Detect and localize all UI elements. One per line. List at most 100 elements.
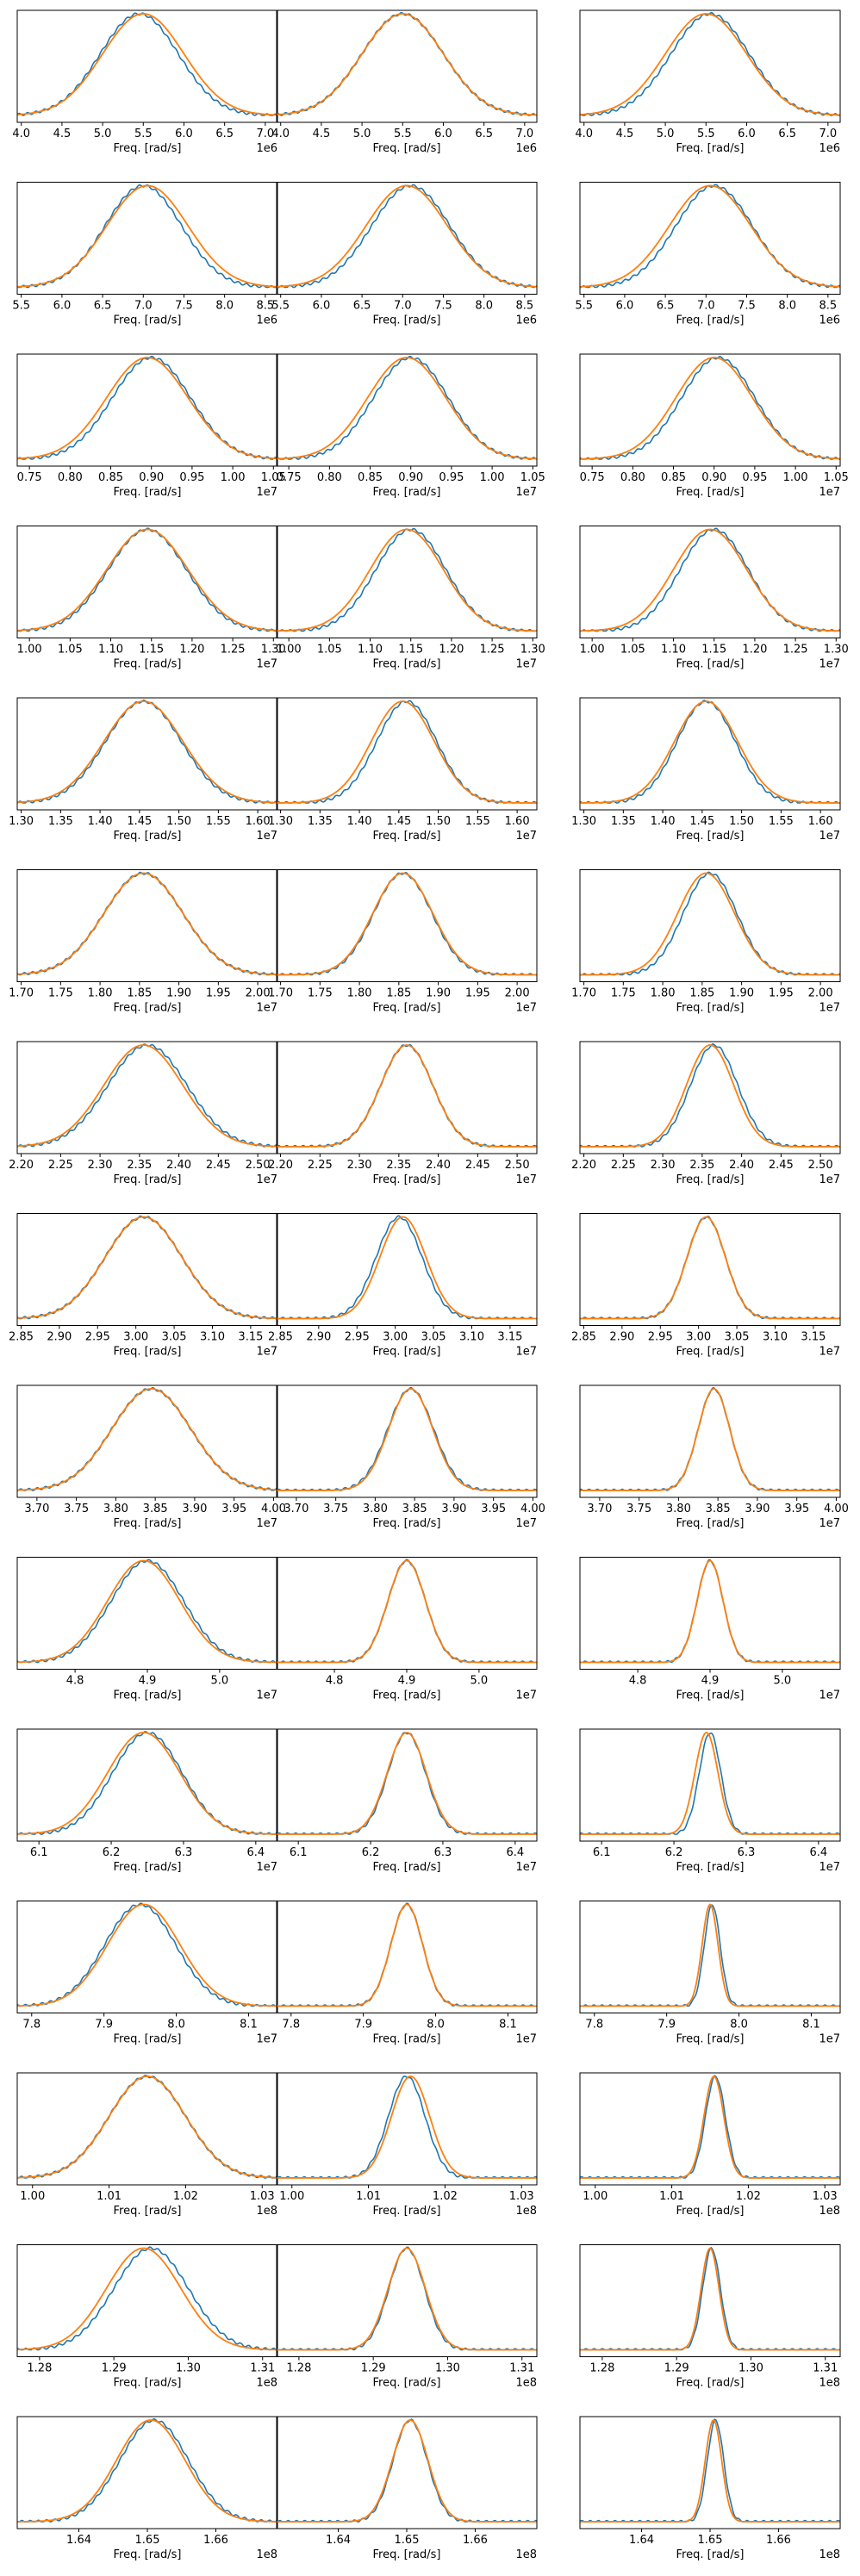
subplot-r14-c1: 1.28 1.29 1.30 1.31 Freq. [rad/s] 1e8 — [16, 2244, 278, 2390]
axes-frame — [579, 2072, 841, 2186]
x-tick-label: 2.25 — [611, 1159, 636, 1172]
x-tick-label: 3.90 — [441, 1503, 466, 1515]
x-tick-label: 0.75 — [17, 471, 42, 484]
x-tick-label: 3.90 — [182, 1503, 207, 1515]
x-tick-label: 0.90 — [139, 471, 164, 484]
x-tick-label: 7.9 — [657, 2019, 676, 2032]
x-tick-label: 1.90 — [166, 987, 191, 1000]
x-axis-multiplier: 1e7 — [819, 1346, 840, 1359]
x-tick-label: 3.85 — [143, 1503, 168, 1515]
x-axis-label: Freq. [rad/s] — [373, 142, 441, 155]
x-axis-label: Freq. [rad/s] — [676, 142, 745, 155]
axes-frame — [16, 869, 278, 982]
x-tick-label: 4.8 — [66, 1675, 84, 1688]
axes-frame — [16, 1901, 278, 2013]
axes-frame — [276, 2244, 538, 2357]
x-axis-multiplier: 1e7 — [819, 2033, 840, 2046]
x-tick-label: 2.50 — [808, 1159, 833, 1172]
subplot-r9-c1: 3.70 3.75 3.80 3.85 3.90 3.95 4.00 Freq. [rad/s… — [16, 1384, 286, 1530]
x-tick-label: 2.95 — [648, 1331, 673, 1344]
subplot-r7-c2: 2.20 2.25 2.30 2.35 2.40 2.45 2.50 Freq. [rad/s… — [268, 1041, 538, 1186]
x-tick-label: 3.90 — [745, 1503, 770, 1515]
x-axis-label: Freq. [rad/s] — [373, 830, 441, 843]
x-axis-multiplier: 1e7 — [256, 1689, 277, 1702]
x-tick-label: 1.50 — [426, 815, 451, 828]
x-tick-label: 1.31 — [250, 2362, 275, 2375]
x-tick-label: 1.65 — [135, 2534, 160, 2547]
x-tick-label: 7.8 — [22, 2019, 41, 2032]
x-axis-multiplier: 1e6 — [256, 142, 277, 155]
x-tick-label: 1.00 — [277, 644, 302, 656]
x-tick-label: 1.20 — [439, 644, 464, 656]
subplot-r13-c1: 1.00 1.01 1.02 1.03 Freq. [rad/s] 1e8 — [16, 2072, 278, 2218]
x-axis-multiplier: 1e7 — [819, 486, 840, 499]
x-tick-label: 1.65 — [698, 2534, 723, 2547]
x-tick-label: 4.0 — [12, 128, 30, 140]
x-tick-label: 5.0 — [774, 1675, 792, 1688]
x-tick-label: 1.35 — [611, 815, 636, 828]
series-blue-line — [16, 12, 278, 116]
series-orange-line — [580, 2247, 840, 2351]
x-tick-label: 7.9 — [354, 2019, 372, 2032]
axes-frame — [579, 1384, 841, 1498]
axes-frame — [16, 9, 278, 123]
x-tick-label: 6.5 — [215, 128, 234, 140]
x-tick-label: 1.15 — [398, 644, 423, 656]
x-tick-label: 4.0 — [575, 128, 593, 140]
x-axis-multiplier: 1e6 — [515, 314, 537, 327]
x-tick-label: 1.50 — [166, 815, 191, 828]
x-tick-label: 4.0 — [271, 128, 290, 140]
x-axis-multiplier: 1e7 — [515, 2033, 537, 2046]
x-tick-label: 1.35 — [48, 815, 73, 828]
x-tick-label: 1.80 — [347, 987, 372, 1000]
x-tick-label: 1.03 — [813, 2190, 838, 2203]
x-tick-label: 7.9 — [95, 2019, 113, 2032]
x-axis-label: Freq. [rad/s] — [676, 658, 745, 671]
x-axis-label: Freq. [rad/s] — [676, 2205, 745, 2218]
x-axis-multiplier: 1e8 — [515, 2377, 537, 2390]
x-axis-multiplier: 1e7 — [256, 1517, 277, 1530]
x-axis-label: Freq. [rad/s] — [114, 2205, 182, 2218]
series-orange-line — [580, 1216, 840, 1320]
x-tick-label: 2.35 — [127, 1159, 152, 1172]
subplot-r7-c3: 2.20 2.25 2.30 2.35 2.40 2.45 2.50 Freq. [rad/s… — [571, 1041, 841, 1186]
x-tick-label: 6.2 — [665, 1846, 683, 1859]
series-orange-line — [579, 13, 841, 116]
axes-frame — [579, 1041, 841, 1154]
x-tick-label: 6.1 — [593, 1846, 611, 1859]
x-tick-label: 5.5 — [12, 300, 30, 313]
x-axis-multiplier: 1e7 — [256, 658, 277, 671]
axes-frame — [579, 353, 841, 467]
series-orange-line — [16, 2075, 278, 2179]
x-tick-label: 4.00 — [520, 1503, 545, 1515]
subplot-r11-c1: 6.1 6.2 6.3 6.4 Freq. [rad/s] 1e7 — [16, 1728, 278, 1874]
subplot-r5-c3: 1.30 1.35 1.40 1.45 1.50 1.55 1.60 Freq. [rad/s… — [571, 697, 841, 843]
x-tick-label: 2.90 — [306, 1331, 331, 1344]
x-tick-label: 1.15 — [701, 644, 726, 656]
x-tick-label: 1.90 — [729, 987, 754, 1000]
x-tick-label: 6.2 — [362, 1846, 380, 1859]
x-tick-label: 1.95 — [206, 987, 231, 1000]
x-tick-label: 7.0 — [134, 300, 153, 313]
x-tick-label: 1.60 — [808, 815, 833, 828]
series-blue-line — [579, 1732, 841, 1835]
subplot-r15-c1: 1.64 1.65 1.66 Freq. [rad/s] 1e8 — [16, 2416, 278, 2561]
x-tick-label: 1.40 — [88, 815, 113, 828]
axes-frame — [16, 526, 278, 638]
series-orange-line — [579, 700, 841, 804]
x-axis-label: Freq. [rad/s] — [676, 1346, 745, 1359]
x-tick-label: 2.35 — [689, 1159, 714, 1172]
x-axis-label: Freq. [rad/s] — [114, 486, 182, 499]
series-orange-line — [16, 872, 278, 976]
x-tick-label: 3.95 — [784, 1503, 809, 1515]
axes-frame — [579, 9, 841, 123]
series-orange-line — [16, 528, 278, 632]
x-tick-label: 6.3 — [434, 1846, 452, 1859]
subplot-r4-c1: 1.00 1.05 1.10 1.15 1.20 1.25 1.30 Freq. [rad/s… — [16, 526, 286, 671]
x-tick-label: 2.30 — [651, 1159, 676, 1172]
axes-frame — [16, 182, 278, 295]
axes-frame — [276, 182, 538, 295]
x-tick-label: 2.35 — [386, 1159, 411, 1172]
